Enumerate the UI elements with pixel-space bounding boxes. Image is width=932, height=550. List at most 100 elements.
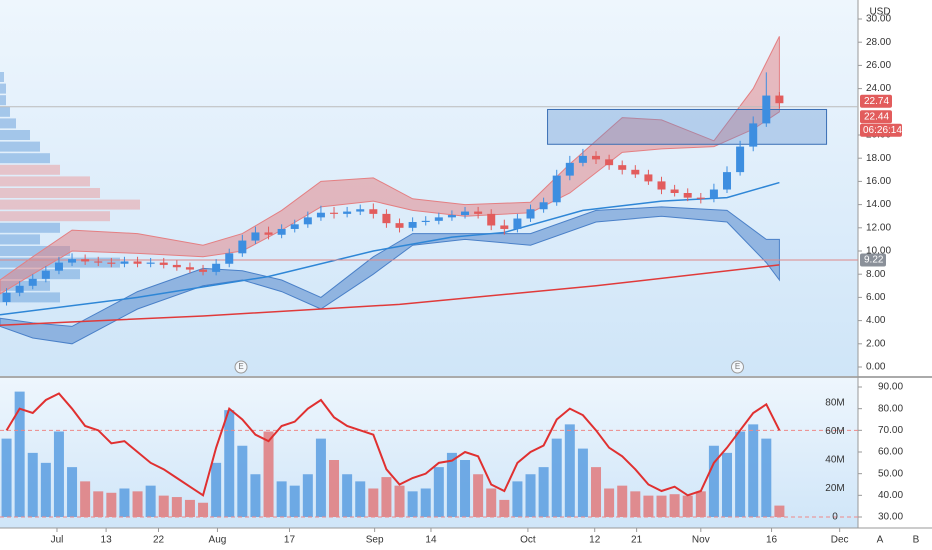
y-tick-label: 30.00 [866, 14, 891, 25]
volume-bar [604, 488, 615, 517]
candle-body [565, 162, 574, 176]
rsi-tick-label: 70.00 [878, 425, 903, 436]
layout-buttons[interactable]: A B [877, 535, 920, 546]
volume-bar [184, 499, 195, 517]
volume-profile-bar [0, 246, 70, 256]
volume-bar [263, 431, 274, 517]
volume-bar [368, 488, 379, 517]
y-tick-label: 14.00 [866, 199, 891, 210]
candle-body [683, 193, 692, 198]
candle-body [762, 95, 771, 124]
volume-bar [27, 452, 38, 517]
x-tick-label: Nov [692, 535, 710, 546]
candle-body [41, 270, 50, 279]
volume-bar [486, 488, 497, 517]
volume-bar [158, 495, 169, 517]
volume-bar [538, 467, 549, 517]
candle-body [736, 146, 745, 173]
price-tag [860, 253, 886, 267]
candle-body [277, 228, 286, 235]
volume-bar [315, 438, 326, 517]
volume-tick-label: 80M [825, 398, 844, 409]
x-tick-label: 12 [589, 535, 601, 546]
y-tick-label: 4.00 [866, 315, 886, 326]
candle-body [592, 155, 601, 160]
volume-bar [591, 467, 602, 517]
price-tag-label: 22.44 [864, 111, 889, 122]
candle-body [709, 189, 718, 199]
candle-body [526, 209, 535, 219]
moving-average [0, 181, 780, 316]
rsi-tick-label: 50.00 [878, 468, 903, 479]
volume-bar [40, 462, 51, 517]
volume-tick-label: 0 [832, 512, 838, 523]
volume-profile-bar [0, 234, 40, 245]
candle-body [775, 95, 784, 104]
x-tick-label: Sep [366, 535, 384, 546]
candle-body [107, 262, 116, 264]
x-tick-label: Aug [209, 535, 227, 546]
volume-bar [407, 491, 418, 517]
candle-body [644, 174, 653, 182]
candle-body [225, 253, 234, 264]
x-tick-label: 14 [425, 535, 437, 546]
candle-body [303, 217, 312, 225]
rsi-tick-label: 40.00 [878, 490, 903, 501]
candle-body [474, 211, 483, 214]
y-tick-label: 0.00 [866, 362, 886, 373]
volume-bar [289, 485, 300, 517]
rsi-tick-label: 30.00 [878, 512, 903, 523]
candle-body [618, 165, 627, 170]
candle-body [94, 261, 103, 263]
price-tag-label: 22.74 [864, 96, 889, 107]
event-label: E [735, 362, 740, 371]
candle-body [382, 213, 391, 224]
rsi-line [5, 392, 781, 497]
candle-body [343, 211, 352, 214]
volume-profile-bar [0, 292, 60, 303]
y-tick-label: 12.00 [866, 222, 891, 233]
volume-bar [237, 445, 248, 517]
y-tick-label: 16.00 [866, 176, 891, 187]
x-tick-label: Jul [51, 535, 64, 546]
volume-bar [106, 492, 117, 517]
button[interactable]: A [877, 535, 884, 546]
volume-bar [446, 452, 457, 517]
x-tick-label: 17 [284, 535, 296, 546]
volume-bar [748, 424, 759, 517]
candle-body [146, 262, 155, 264]
candle-body [500, 225, 509, 229]
candle-body [749, 123, 758, 147]
volume-bar [80, 481, 91, 517]
candle-body [15, 285, 24, 293]
volume-bar [302, 474, 313, 517]
volume-profile-bar [0, 199, 140, 210]
volume-bar [473, 474, 484, 517]
volume-profile-bar [0, 164, 60, 175]
candle-body [264, 232, 273, 235]
rsi-tick-label: 90.00 [878, 382, 903, 393]
volume-profile-bar [0, 176, 90, 187]
volume-bar [93, 491, 104, 517]
event-label: E [238, 362, 243, 371]
volume-bar [145, 485, 156, 517]
candle-body [421, 220, 430, 222]
candle-body [434, 217, 443, 221]
candle-body [487, 213, 496, 226]
volume-bar [499, 499, 510, 517]
volume-bar [617, 485, 628, 517]
currency: USD [869, 7, 890, 18]
button[interactable]: B [913, 535, 920, 546]
candle-body [238, 240, 247, 254]
x-tick-label: 13 [101, 535, 113, 546]
candle-body [2, 292, 11, 303]
candle-body [330, 212, 339, 214]
volume-profile-bar [0, 153, 50, 164]
price-tag-label: 9.22 [864, 255, 884, 266]
y-tick-label: 2.00 [866, 338, 886, 349]
candle-body [539, 202, 548, 210]
volume-bar [276, 481, 287, 517]
candle-body [369, 209, 378, 214]
volume-bar [119, 488, 130, 517]
volume-bar [643, 495, 654, 517]
